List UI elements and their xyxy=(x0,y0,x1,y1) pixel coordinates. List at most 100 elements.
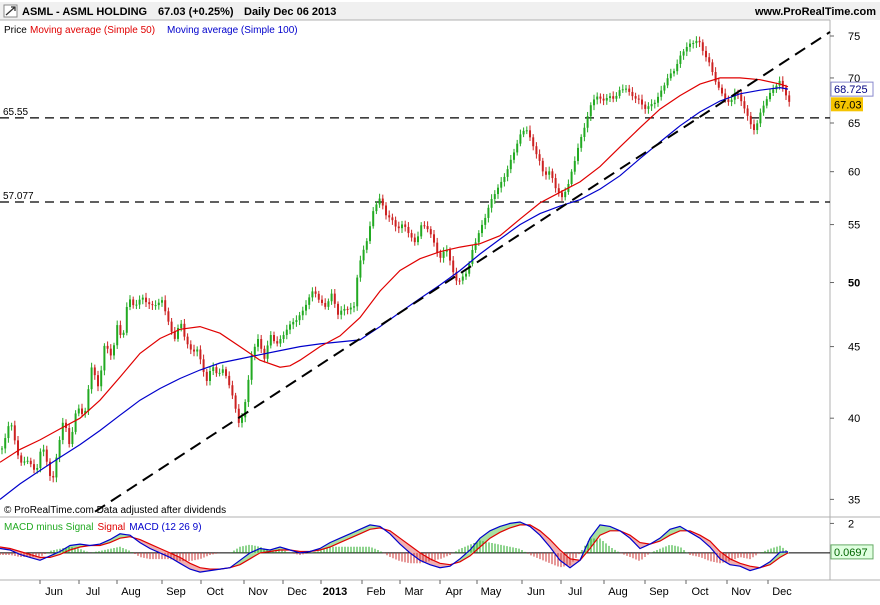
macd-legend-signal: Signal xyxy=(97,522,125,533)
y-tick-label: 40 xyxy=(848,413,860,425)
candle-body xyxy=(503,177,505,182)
candle-body xyxy=(331,294,333,302)
candle-body xyxy=(337,304,339,315)
candle-body xyxy=(753,124,755,130)
candle-body xyxy=(529,130,531,137)
candle-body xyxy=(599,97,601,99)
candle-body xyxy=(401,224,403,228)
candle-body xyxy=(670,73,672,78)
candle-body xyxy=(721,88,723,94)
candle-body xyxy=(327,301,329,307)
candle-body xyxy=(321,300,323,303)
candle-body xyxy=(731,100,733,102)
candle-body xyxy=(462,277,464,281)
legend-price: Price xyxy=(4,25,27,36)
candle-body xyxy=(481,225,483,233)
candle-body xyxy=(68,428,70,444)
ma100-value: 68.725 xyxy=(834,84,868,96)
candle-body xyxy=(225,369,227,376)
candle-body xyxy=(487,208,489,218)
candle-body xyxy=(385,206,387,216)
candle-body xyxy=(235,395,237,408)
candle-body xyxy=(606,98,608,101)
x-tick-label: Dec xyxy=(287,586,307,598)
candle-body xyxy=(628,89,630,92)
candle-body xyxy=(103,346,105,371)
candle-body xyxy=(273,335,275,341)
candle-body xyxy=(46,450,48,462)
y-tick-label: 50 xyxy=(848,278,860,290)
candle-body xyxy=(97,375,99,386)
candle-body xyxy=(471,250,473,264)
legend-ma100: Moving average (Simple 100) xyxy=(167,25,298,36)
candle-body xyxy=(20,455,22,462)
candle-body xyxy=(113,345,115,355)
x-tick-label: Mar xyxy=(405,586,424,598)
candle-body xyxy=(622,89,624,90)
candle-body xyxy=(417,236,419,242)
candle-body xyxy=(81,409,83,414)
x-tick-label: Jun xyxy=(527,586,545,598)
candle-body xyxy=(663,85,665,90)
x-tick-label: Oct xyxy=(206,586,223,598)
candle-body xyxy=(443,252,445,258)
candle-body xyxy=(228,376,230,385)
x-tick-label: Jun xyxy=(45,586,63,598)
candle-body xyxy=(254,347,256,356)
x-tick-label: Jul xyxy=(86,586,100,598)
candle-body xyxy=(33,464,35,470)
candle-body xyxy=(190,344,192,349)
y-tick-label: 60 xyxy=(848,167,860,179)
candle-body xyxy=(740,94,742,101)
support-label: 57.077 xyxy=(3,191,34,202)
candle-body xyxy=(433,234,435,242)
y-tick-label: 55 xyxy=(848,220,860,232)
candle-body xyxy=(551,171,553,178)
candle-body xyxy=(686,47,688,52)
expand-icon[interactable] xyxy=(4,5,17,17)
ma100-value-tag: 68.725 xyxy=(831,82,873,96)
candle-body xyxy=(673,71,675,73)
candle-body xyxy=(635,96,637,98)
candle-body xyxy=(615,96,617,99)
candle-body xyxy=(247,380,249,402)
candle-body xyxy=(564,192,566,197)
candle-body xyxy=(238,409,240,423)
candle-body xyxy=(23,461,25,462)
candle-body xyxy=(78,409,80,414)
candle-body xyxy=(199,349,201,359)
candle-body xyxy=(747,108,749,115)
x-tick-label: May xyxy=(481,586,502,598)
candle-body xyxy=(711,62,713,72)
candle-body xyxy=(449,250,451,261)
candle-body xyxy=(475,242,477,250)
candle-body xyxy=(142,298,144,300)
candle-body xyxy=(759,113,761,124)
candle-body xyxy=(132,299,134,305)
candle-body xyxy=(788,95,790,101)
candle-body xyxy=(660,91,662,97)
candle-body xyxy=(596,97,598,100)
y-tick-label: 75 xyxy=(848,31,860,43)
candle-body xyxy=(609,96,611,98)
candle-body xyxy=(295,320,297,322)
copyright-label: © ProRealTime.com Data adjusted after di… xyxy=(4,505,226,516)
candle-body xyxy=(516,144,518,153)
candle-body xyxy=(612,96,614,99)
candle-body xyxy=(279,339,281,343)
candle-body xyxy=(180,324,182,328)
support-label: 65.55 xyxy=(3,107,28,118)
candle-body xyxy=(209,371,211,381)
candle-body xyxy=(311,291,313,297)
candle-body xyxy=(260,339,262,349)
candle-body xyxy=(702,42,704,51)
x-tick-label: Sep xyxy=(649,586,669,598)
candle-body xyxy=(532,137,534,146)
candle-body xyxy=(7,426,9,438)
candle-body xyxy=(766,99,768,105)
candle-body xyxy=(359,260,361,277)
y-tick-label: 35 xyxy=(848,494,860,506)
candle-body xyxy=(206,372,208,381)
candle-body xyxy=(315,291,317,293)
